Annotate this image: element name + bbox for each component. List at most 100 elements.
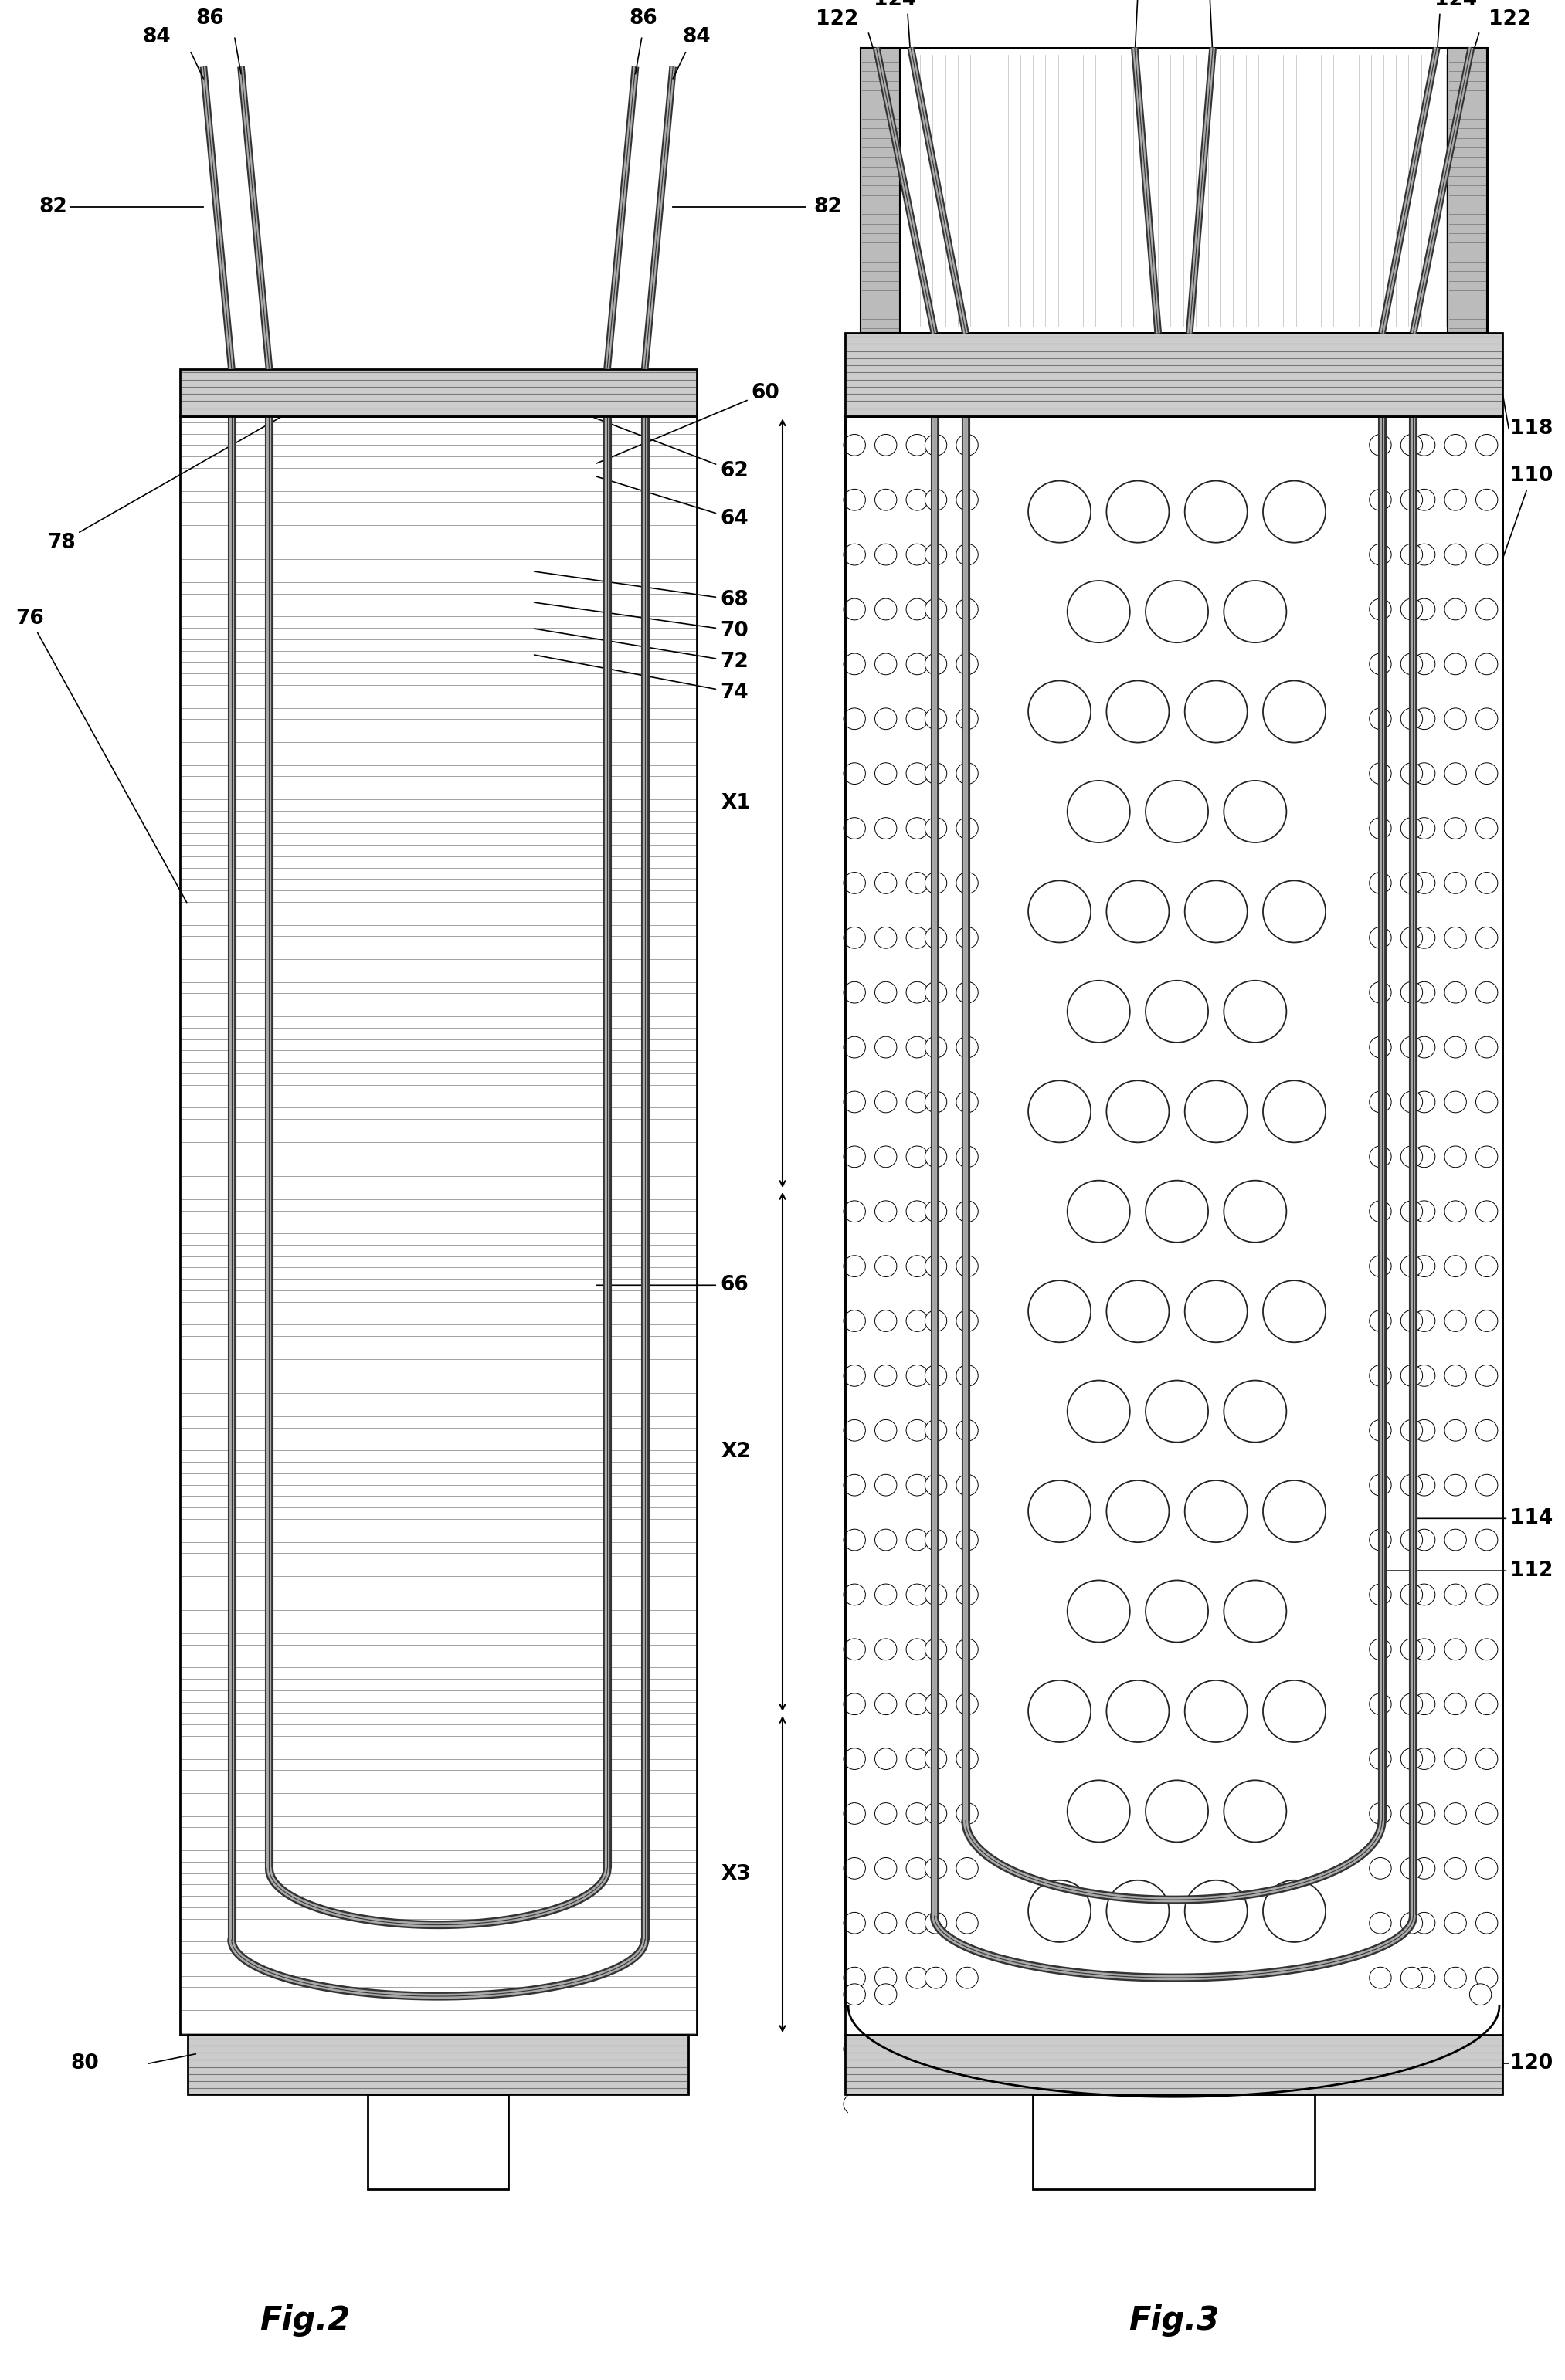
Ellipse shape	[1369, 600, 1391, 621]
Ellipse shape	[956, 1966, 978, 1987]
Ellipse shape	[1369, 816, 1391, 838]
Ellipse shape	[925, 873, 947, 892]
Ellipse shape	[1401, 490, 1423, 512]
Ellipse shape	[1444, 652, 1466, 676]
Ellipse shape	[1224, 581, 1286, 643]
Ellipse shape	[956, 600, 978, 621]
Ellipse shape	[1413, 926, 1435, 947]
Ellipse shape	[906, 543, 928, 566]
Ellipse shape	[875, 926, 897, 947]
Ellipse shape	[1028, 681, 1091, 743]
Ellipse shape	[1067, 1580, 1130, 1642]
Ellipse shape	[956, 981, 978, 1002]
Ellipse shape	[1185, 1081, 1247, 1142]
Ellipse shape	[875, 1911, 897, 1933]
Text: 62: 62	[549, 400, 748, 481]
Text: 122: 122	[1488, 10, 1532, 29]
Ellipse shape	[1401, 1911, 1423, 1933]
Ellipse shape	[1067, 781, 1130, 843]
Ellipse shape	[956, 873, 978, 892]
Bar	[188, 2035, 689, 2094]
Ellipse shape	[1444, 543, 1466, 566]
Ellipse shape	[1028, 1880, 1091, 1942]
Ellipse shape	[1476, 1585, 1498, 1604]
Text: 70: 70	[534, 602, 748, 640]
Ellipse shape	[1369, 1637, 1391, 1659]
Ellipse shape	[1263, 1480, 1326, 1542]
Ellipse shape	[1263, 1680, 1326, 1742]
Ellipse shape	[844, 1309, 865, 1330]
Text: 124: 124	[1434, 0, 1477, 10]
Ellipse shape	[1413, 1585, 1435, 1604]
Ellipse shape	[906, 1856, 928, 1880]
Ellipse shape	[1369, 433, 1391, 457]
Ellipse shape	[1401, 1035, 1423, 1057]
Bar	[861, 48, 1487, 333]
Ellipse shape	[844, 1802, 865, 1823]
Ellipse shape	[1444, 1147, 1466, 1166]
Ellipse shape	[1444, 1254, 1466, 1276]
Ellipse shape	[956, 926, 978, 947]
Ellipse shape	[875, 1802, 897, 1823]
Text: 72: 72	[534, 628, 748, 671]
Ellipse shape	[906, 1090, 928, 1111]
Ellipse shape	[1476, 926, 1498, 947]
Ellipse shape	[1476, 1035, 1498, 1057]
Text: 76: 76	[16, 609, 186, 902]
Ellipse shape	[1476, 873, 1498, 892]
Ellipse shape	[956, 1090, 978, 1111]
Ellipse shape	[1476, 1473, 1498, 1495]
Ellipse shape	[1106, 681, 1169, 743]
Ellipse shape	[1028, 881, 1091, 942]
Ellipse shape	[1369, 1585, 1391, 1604]
Ellipse shape	[925, 1692, 947, 1714]
Ellipse shape	[925, 1090, 947, 1111]
Ellipse shape	[1401, 1585, 1423, 1604]
Ellipse shape	[1444, 1418, 1466, 1440]
Ellipse shape	[1185, 1680, 1247, 1742]
Ellipse shape	[844, 926, 865, 947]
Ellipse shape	[875, 1983, 897, 2004]
Ellipse shape	[925, 543, 947, 566]
Ellipse shape	[906, 1692, 928, 1714]
Ellipse shape	[1369, 1747, 1391, 1768]
Ellipse shape	[844, 1418, 865, 1440]
Text: 116: 116	[1152, 109, 1196, 355]
Ellipse shape	[1401, 1473, 1423, 1495]
Ellipse shape	[1476, 1911, 1498, 1933]
Text: 82: 82	[814, 198, 842, 217]
Ellipse shape	[1401, 1418, 1423, 1440]
Ellipse shape	[1444, 1802, 1466, 1823]
Ellipse shape	[1401, 1090, 1423, 1111]
Text: 68: 68	[534, 571, 748, 609]
Ellipse shape	[875, 1309, 897, 1330]
Ellipse shape	[925, 1147, 947, 1166]
Ellipse shape	[1476, 762, 1498, 785]
Ellipse shape	[1413, 1856, 1435, 1880]
Ellipse shape	[875, 1200, 897, 1221]
Ellipse shape	[875, 543, 897, 566]
Ellipse shape	[844, 1747, 865, 1768]
Ellipse shape	[1401, 1528, 1423, 1549]
Ellipse shape	[1444, 1585, 1466, 1604]
Ellipse shape	[1185, 681, 1247, 743]
Ellipse shape	[1106, 481, 1169, 543]
Ellipse shape	[875, 1528, 897, 1549]
Ellipse shape	[1476, 1309, 1498, 1330]
Ellipse shape	[1185, 881, 1247, 942]
Ellipse shape	[906, 1585, 928, 1604]
Ellipse shape	[1369, 981, 1391, 1002]
Ellipse shape	[844, 1364, 865, 1385]
Ellipse shape	[956, 1802, 978, 1823]
Ellipse shape	[906, 981, 928, 1002]
Ellipse shape	[956, 1418, 978, 1440]
Ellipse shape	[1444, 816, 1466, 838]
Ellipse shape	[844, 600, 865, 621]
Ellipse shape	[1444, 1911, 1466, 1933]
Ellipse shape	[1106, 1880, 1169, 1942]
Ellipse shape	[1476, 1747, 1498, 1768]
Bar	[861, 48, 900, 333]
Ellipse shape	[925, 1309, 947, 1330]
Ellipse shape	[1067, 1780, 1130, 1842]
Ellipse shape	[1401, 600, 1423, 621]
